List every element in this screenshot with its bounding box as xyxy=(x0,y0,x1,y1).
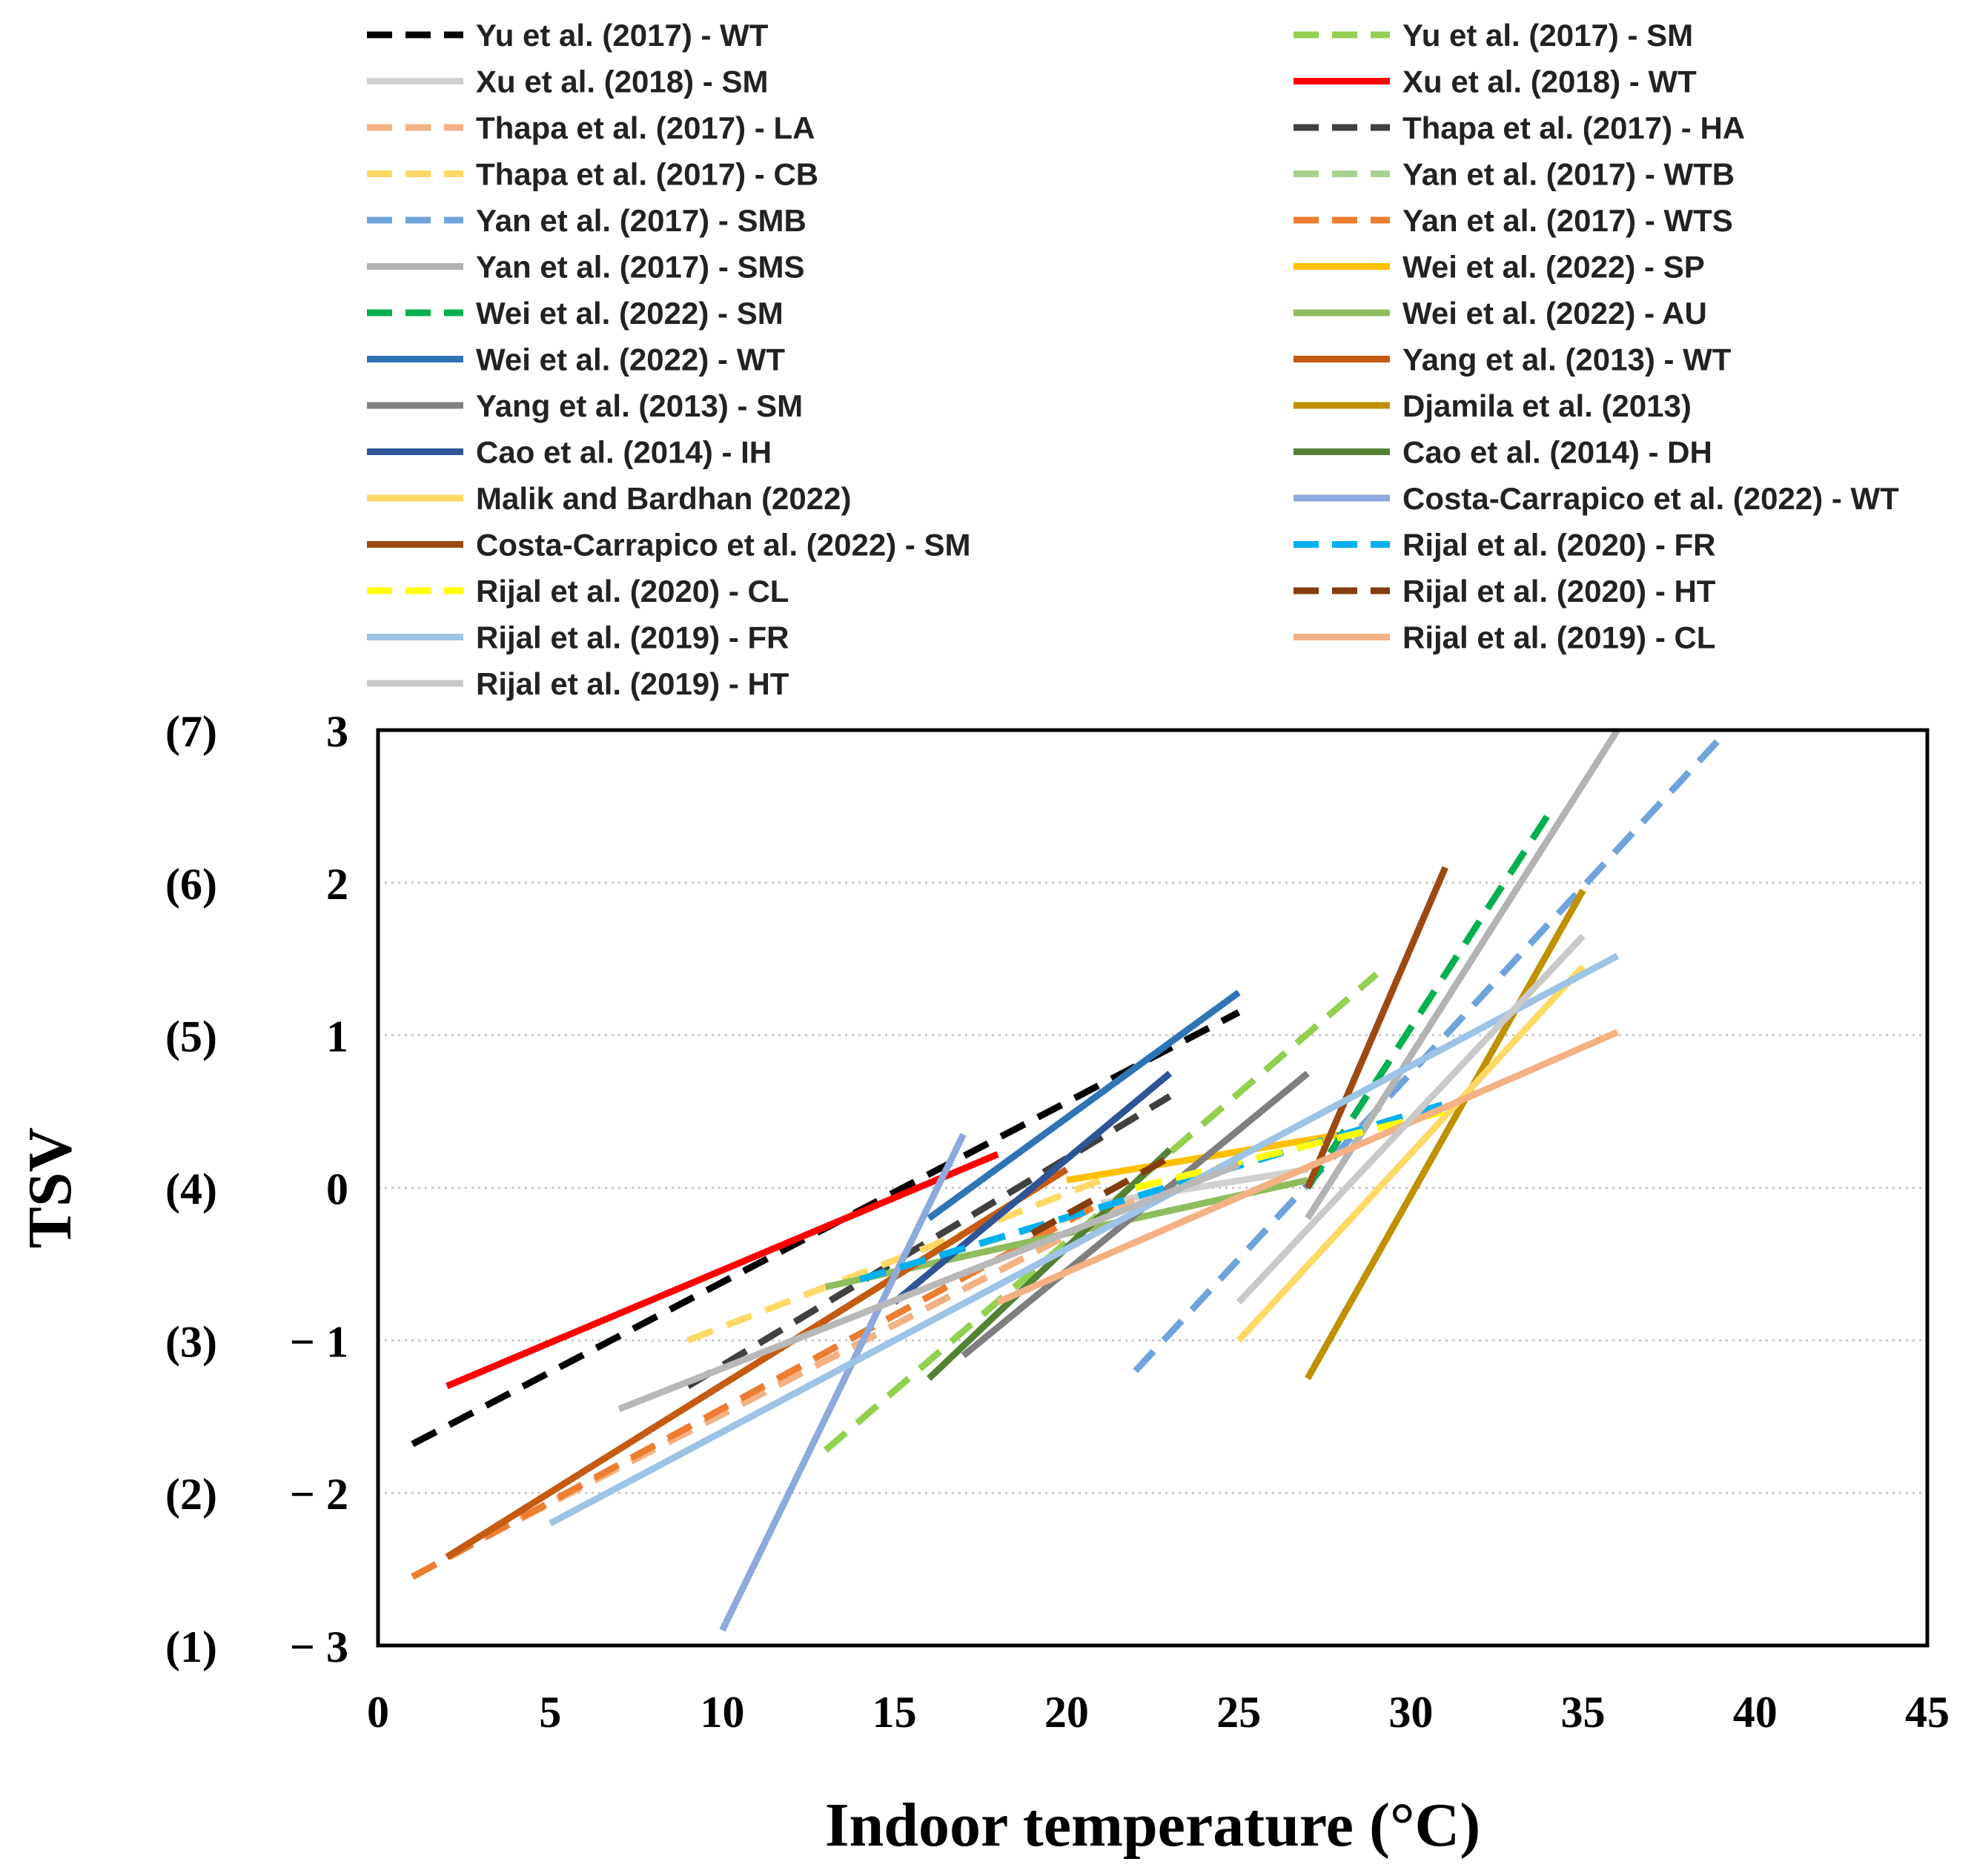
series-line xyxy=(411,1200,1103,1580)
series-line xyxy=(549,952,1620,1527)
legend-label: Yu et al. (2017) - SM xyxy=(1402,18,1693,53)
x-tick-label: 15 xyxy=(872,1688,917,1737)
plot-frame xyxy=(376,728,1930,1648)
series-line xyxy=(1030,1154,1172,1237)
x-axis-title: Indoor temperature (°C) xyxy=(825,1791,1480,1860)
y-tick-alt-label: (5) xyxy=(165,1012,217,1061)
series-line xyxy=(1236,933,1586,1305)
legend-label: Xu et al. (2018) - WT xyxy=(1402,64,1697,99)
y-tick-label: − 1 xyxy=(290,1317,348,1366)
legend-label: Rijal et al. (2020) - CL xyxy=(476,574,789,609)
legend-label: Cao et al. (2014) - IH xyxy=(476,435,772,470)
series-line xyxy=(1134,1108,1446,1191)
y-tick-label: 1 xyxy=(326,1012,348,1061)
legend-label: Xu et al. (2018) - SM xyxy=(476,64,768,99)
y-tick-alt-label: (4) xyxy=(165,1165,217,1214)
series-line xyxy=(1100,1166,1308,1207)
y-tick-alt-label: (7) xyxy=(165,707,217,756)
legend-label: Yan et al. (2017) - WTB xyxy=(1402,157,1735,192)
legend-label: Thapa et al. (2017) - HA xyxy=(1402,110,1745,145)
series-line xyxy=(445,1196,1137,1560)
series-line xyxy=(823,971,1379,1453)
legend-label: Wei et al. (2022) - AU xyxy=(1402,296,1707,331)
series-line xyxy=(1236,964,1586,1343)
legend-label: Rijal et al. (2019) - HT xyxy=(476,666,789,701)
y-tick-label: 0 xyxy=(326,1165,348,1214)
legend-label: Thapa et al. (2017) - LA xyxy=(476,110,815,145)
series-line xyxy=(446,1151,999,1390)
x-tick-label: 5 xyxy=(539,1688,561,1737)
y-tick-alt-label: (3) xyxy=(165,1317,217,1366)
x-axis-ticks: 0 5 10 15 20 25 30 35 40 45 xyxy=(367,1688,1950,1737)
legend-label: Malik and Bardhan (2022) xyxy=(476,481,851,516)
y-axis-title: TSV xyxy=(16,1127,85,1248)
x-tick-label: 40 xyxy=(1733,1688,1778,1737)
x-tick-label: 0 xyxy=(367,1688,389,1737)
series-line xyxy=(1305,728,1620,1221)
y-tick-label: 3 xyxy=(326,707,348,756)
legend-label: Rijal et al. (2019) - CL xyxy=(1402,620,1715,655)
y-tick-label: − 2 xyxy=(290,1470,348,1519)
legend-label: Thapa et al. (2017) - CB xyxy=(476,157,818,192)
legend-label: Rijal et al. (2020) - FR xyxy=(1402,528,1715,563)
legend-label: Costa-Carrapico et al. (2022) - SM xyxy=(476,528,971,563)
series-line xyxy=(686,1177,1102,1344)
series-line xyxy=(927,990,1241,1222)
x-tick-label: 35 xyxy=(1561,1688,1606,1737)
legend-label: Costa-Carrapico et al. (2022) - WT xyxy=(1402,481,1899,516)
legend-label: Yan et al. (2017) - SMS xyxy=(476,250,805,285)
y-tick-alt-label: (6) xyxy=(165,860,217,909)
legend: Yu et al. (2017) - WT Yu et al. (2017) - … xyxy=(367,18,1899,701)
series-line xyxy=(445,1166,1069,1560)
y-axis-ticks: 3 (7) 2 (6) 1 (5) 0 (4) − 1 (3) − 2 (2) − 3 (1) xyxy=(165,707,348,1671)
series-line xyxy=(1305,812,1551,1190)
y-tick-alt-label: (2) xyxy=(165,1470,217,1519)
series-line xyxy=(892,1070,1173,1305)
y-tick-alt-label: (1) xyxy=(165,1623,217,1671)
legend-label: Yan et al. (2017) - WTS xyxy=(1402,203,1733,238)
legend-label: Rijal et al. (2019) - FR xyxy=(476,620,789,655)
x-tick-label: 10 xyxy=(700,1688,744,1737)
legend-label: Wei et al. (2022) - SP xyxy=(1402,250,1705,285)
gridlines xyxy=(378,881,1927,1494)
y-tick-label: 2 xyxy=(326,860,348,909)
x-tick-label: 25 xyxy=(1216,1688,1261,1737)
y-tick-label: − 3 xyxy=(290,1623,348,1671)
series-line xyxy=(1304,866,1448,1190)
x-tick-label: 30 xyxy=(1388,1688,1433,1737)
legend-label: Rijal et al. (2020) - HT xyxy=(1402,574,1716,609)
legend-label: Yu et al. (2017) - WT xyxy=(476,18,769,53)
legend-label: Wei et al. (2022) - SM xyxy=(476,296,784,331)
x-tick-label: 45 xyxy=(1905,1688,1950,1737)
legend-label: Yan et al. (2017) - SMB xyxy=(476,203,807,238)
legend-label: Cao et al. (2014) - DH xyxy=(1402,435,1712,470)
legend-label: Wei et al. (2022) - WT xyxy=(476,342,785,377)
x-tick-label: 20 xyxy=(1044,1688,1089,1737)
legend-label: Djamila et al. (2013) xyxy=(1402,388,1692,423)
legend-label: Yang et al. (2013) - SM xyxy=(476,388,803,423)
legend-label: Yang et al. (2013) - WT xyxy=(1402,342,1732,377)
series-line xyxy=(927,1147,1173,1382)
series-line xyxy=(686,1093,1172,1389)
series-line xyxy=(1305,888,1586,1381)
series-line xyxy=(617,1161,1240,1413)
series-line xyxy=(996,1029,1619,1306)
series-lines xyxy=(411,728,1723,1632)
series-line xyxy=(719,1133,967,1632)
